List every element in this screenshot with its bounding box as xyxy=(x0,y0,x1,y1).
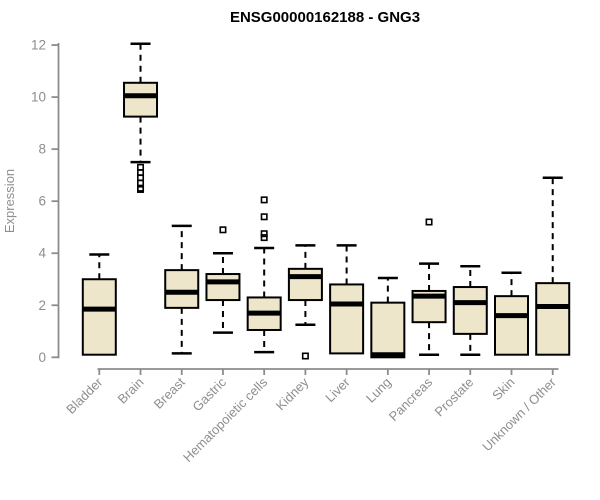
outlier-point xyxy=(301,352,309,360)
boxplot-bladder xyxy=(81,253,117,356)
iqr-box xyxy=(287,267,323,302)
boxplot-brain xyxy=(123,42,159,193)
boxplot-kidney xyxy=(287,244,323,360)
y-tick-label: 8 xyxy=(38,142,46,157)
iqr-box xyxy=(494,295,529,356)
boxplot-skin xyxy=(494,271,529,356)
boxplot-pancreas xyxy=(411,218,447,356)
iqr-box xyxy=(370,301,406,359)
iqr-box xyxy=(123,81,159,118)
chart-title: ENSG00000162188 - GNG3 xyxy=(230,9,420,26)
boxplot-unknown-other xyxy=(535,176,571,356)
outlier-point xyxy=(260,230,268,238)
outlier-point xyxy=(260,196,268,204)
boxplot-liver xyxy=(329,244,365,355)
x-tick-label-skin: Skin xyxy=(489,375,517,403)
y-tick-label: 2 xyxy=(38,298,46,313)
x-tick-label-liver: Liver xyxy=(322,374,353,405)
outlier-point xyxy=(260,213,268,221)
boxplot-lung xyxy=(370,276,406,359)
x-tick-label-bladder: Bladder xyxy=(63,374,106,417)
iqr-box xyxy=(535,282,571,356)
x-tick-label-pancreas: Pancreas xyxy=(386,374,436,424)
y-tick-label: 10 xyxy=(31,90,46,105)
outlier-point xyxy=(425,218,433,226)
x-tick-label-unknown-other: Unknown / Other xyxy=(479,374,559,454)
y-tick-label: 12 xyxy=(31,38,46,53)
outlier-point xyxy=(260,234,268,242)
y-tick-label: 4 xyxy=(38,246,46,261)
y-axis-label: Expression xyxy=(2,169,17,233)
y-tick-label: 0 xyxy=(38,350,46,365)
outlier-point xyxy=(137,185,145,193)
iqr-box xyxy=(452,286,488,335)
x-tick-label-lung: Lung xyxy=(363,375,394,406)
x-tick-label-gastric: Gastric xyxy=(189,374,229,414)
y-tick-label: 6 xyxy=(38,194,46,209)
boxplot-gastric xyxy=(205,226,241,334)
iqr-box xyxy=(205,273,241,302)
boxplot-prostate xyxy=(452,264,488,356)
boxplot-breast xyxy=(164,224,200,355)
x-tick-label-kidney: Kidney xyxy=(273,374,312,413)
outlier-point xyxy=(219,226,227,234)
x-tick-label-prostate: Prostate xyxy=(432,375,477,420)
x-tick-label-brain: Brain xyxy=(115,375,147,407)
iqr-box xyxy=(81,278,117,356)
x-tick-label-breast: Breast xyxy=(151,374,188,411)
iqr-box xyxy=(329,283,365,355)
boxplot-hematopoietic-cells xyxy=(246,196,282,354)
iqr-box xyxy=(164,269,200,309)
